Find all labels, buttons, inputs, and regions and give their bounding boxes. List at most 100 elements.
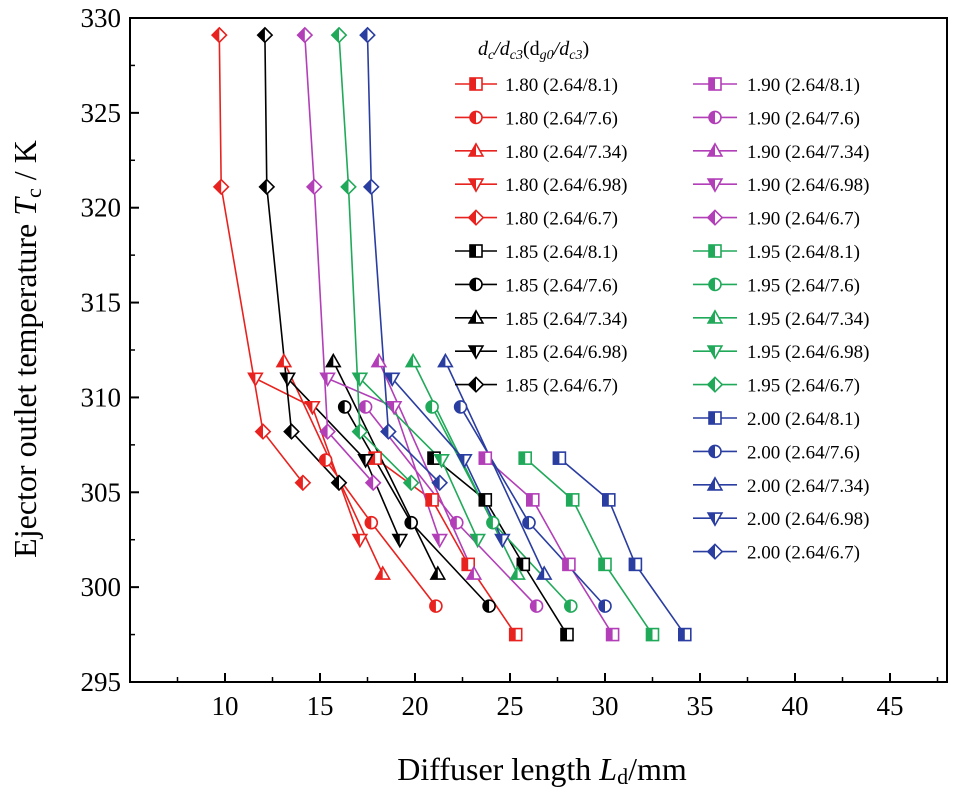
legend-label: 1.90 (2.64/6.98) [747,175,869,196]
data-point-s21-p1 [522,515,536,530]
y-tick-label: 295 [81,667,122,697]
data-point-s18-p1 [433,454,450,469]
legend-label: 1.80 (2.64/8.1) [505,75,618,96]
data-point-s16-p2 [563,599,578,613]
legend-item: 1.90 (2.64/6.98) [693,175,869,196]
axis-ticks [130,17,939,683]
legend-item: 1.85 (2.64/7.34) [455,309,627,330]
legend-item: 2.00 (2.64/6.98) [693,509,869,530]
data-point-s6-p1 [404,515,419,530]
series-line-6 [344,406,490,607]
legend-marker [467,142,485,157]
data-point-s13-p1 [385,400,403,416]
legend-label: 1.85 (2.64/7.6) [505,275,618,296]
data-point-s2-p0 [275,352,293,368]
legend-item: 1.95 (2.64/8.1) [693,242,860,263]
y-axis-title: Ejector outlet temperature Tc / K [7,140,46,558]
legend-marker [706,345,724,360]
data-point-s3-p2 [351,533,369,549]
legend-label: 1.90 (2.64/8.1) [747,75,860,96]
legend-marker [706,543,724,560]
legend-item: 1.85 (2.64/6.98) [455,342,627,363]
legend-item: 1.80 (2.64/7.34) [455,142,627,163]
legend-label: 1.95 (2.64/8.1) [747,242,860,263]
data-point-s6-p2 [482,599,496,613]
data-point-s6-p0 [337,400,352,414]
data-point-s7-p1 [429,565,447,580]
data-point-s11-p1 [449,515,464,530]
data-point-s21-p2 [598,599,612,613]
data-point-s13-p0 [319,372,336,387]
legend-marker [467,345,485,360]
legend-marker [708,444,722,459]
legend-label: 1.85 (2.64/8.1) [505,242,618,263]
legend-item: 1.80 (2.64/6.98) [455,175,627,196]
series-line-10 [484,457,614,635]
data-point-s4-p3 [294,474,312,492]
data-point-s10-p2 [562,557,576,572]
data-point-s5-p2 [516,557,531,572]
data-point-s14-p3 [364,474,382,492]
data-point-s14-p0 [296,26,314,44]
data-point-s11-p0 [358,400,373,414]
legend-item: 1.85 (2.64/6.7) [455,376,618,397]
data-point-s19-p2 [351,423,369,440]
data-point-s7-p0 [325,352,342,368]
data-point-s16-p1 [486,515,500,530]
series-line-24 [366,35,441,484]
x-tick-label: 20 [402,691,429,721]
legend-marker [467,309,485,324]
legend-marker [706,476,724,491]
data-point-s3-p0 [247,372,264,387]
data-point-s13-p2 [431,533,448,549]
x-tick-label: 45 [877,691,904,721]
legend-item: 1.90 (2.64/7.6) [693,108,860,129]
legend-label: 2.00 (2.64/8.1) [747,409,860,430]
x-tick-label: 30 [592,691,619,721]
data-point-s1-p1 [364,515,379,530]
data-point-s20-p1 [601,493,616,507]
legend-marker [706,142,724,157]
x-tick-label: 25 [497,691,524,721]
data-point-s20-p0 [552,451,567,465]
data-point-s19-p0 [330,26,348,44]
legend-marker [469,77,483,91]
data-point-s11-p2 [529,599,544,613]
data-point-s1-p2 [429,599,443,613]
y-tick-label: 325 [81,98,122,128]
data-point-s22-p0 [437,352,454,368]
x-tick-label: 35 [687,691,714,721]
legend-marker [708,411,722,425]
data-point-s21-p0 [453,400,468,414]
legend-label: 1.85 (2.64/6.98) [505,342,627,363]
series-line-9 [264,35,340,484]
x-tick-label: 15 [307,691,334,721]
legend-label: 1.90 (2.64/7.6) [747,108,860,129]
y-tick-label: 305 [81,477,122,507]
series-line-4 [218,35,304,484]
data-point-s19-p1 [340,178,357,196]
data-point-s2-p1 [374,565,391,580]
legend-marker [467,209,485,226]
data-point-s14-p2 [319,423,336,440]
legend-label: 1.95 (2.64/6.7) [747,376,860,397]
data-point-s5-p1 [478,493,493,507]
data-point-s9-p3 [330,474,348,492]
data-point-s8-p1 [357,454,374,469]
legend-item: 1.90 (2.64/7.34) [693,142,869,163]
data-point-s10-p3 [605,627,620,642]
series-line-12 [378,361,475,575]
legend-label: 2.00 (2.64/7.6) [747,442,860,463]
legend-label: 1.95 (2.64/7.34) [747,309,869,330]
series-line-0 [374,457,517,636]
legend-title: dc/dc3(dg0/dc3) [478,38,589,63]
legend-label: 2.00 (2.64/6.7) [747,543,860,564]
x-tick-label: 40 [782,691,809,721]
legend-marker [706,376,724,393]
y-tick-label: 300 [81,572,122,602]
data-point-s5-p3 [560,627,574,642]
legend-label: 1.95 (2.64/6.98) [747,342,869,363]
data-point-s0-p1 [425,493,439,507]
legend-marker [708,77,722,91]
